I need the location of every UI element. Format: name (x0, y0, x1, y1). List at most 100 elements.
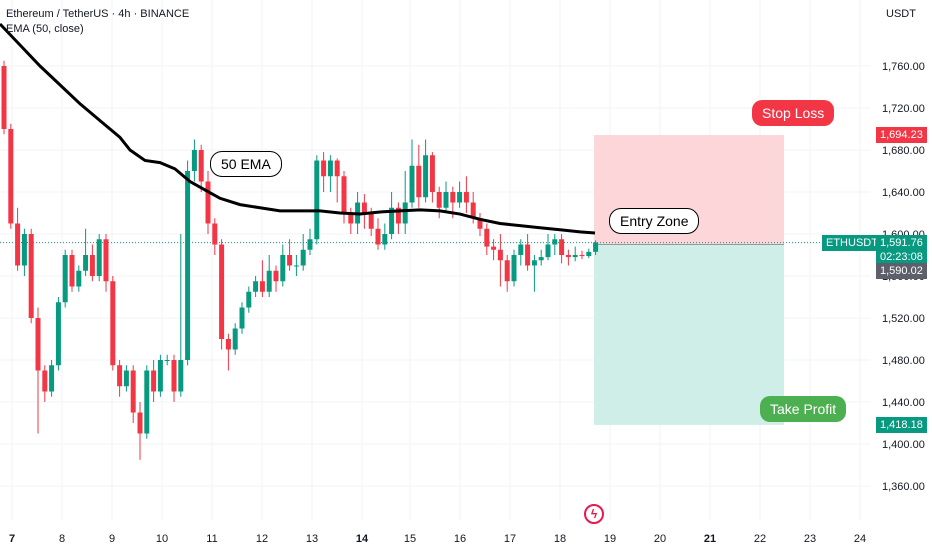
price-tick: 1,680.00 (882, 145, 925, 157)
candle (246, 286, 252, 313)
candle (348, 207, 354, 234)
candle-body (368, 213, 374, 229)
candle-body (463, 192, 469, 203)
candle-body (96, 239, 102, 276)
date-tick: 12 (256, 533, 268, 545)
candle (463, 176, 469, 213)
candle-body (219, 244, 225, 339)
candle-body (185, 171, 191, 360)
candle (225, 333, 231, 371)
candle (382, 223, 388, 250)
candle (484, 223, 490, 255)
currency-label: USDT (886, 8, 916, 20)
candle-body (205, 181, 211, 224)
candle-body (538, 257, 544, 261)
target-price-tag: 1,418.18 (876, 417, 927, 433)
candle (28, 228, 34, 324)
candle-body (327, 160, 333, 177)
candle-body (531, 260, 537, 266)
date-tick: 7 (9, 533, 15, 545)
candle (518, 239, 524, 266)
candle-body (334, 160, 340, 177)
candle (321, 152, 327, 192)
candle (15, 207, 21, 271)
candle-body (130, 370, 136, 413)
countdown-tag: 02:23:08 (876, 249, 927, 265)
candle-body (477, 218, 483, 229)
ema-line (0, 22, 596, 235)
candle (559, 234, 565, 264)
date-tick: 13 (306, 533, 318, 545)
candle-body (586, 251, 592, 257)
candle (21, 228, 27, 276)
candle-body (307, 239, 313, 250)
candle-body (35, 318, 41, 371)
candle-body (21, 234, 27, 266)
candle (477, 213, 483, 237)
candle-body (62, 255, 68, 303)
candle (185, 160, 191, 366)
candle (144, 365, 150, 439)
candle (266, 255, 272, 297)
candle (552, 234, 558, 255)
candle (389, 192, 395, 240)
candle-body (293, 265, 299, 267)
candle-body (402, 202, 408, 224)
candle-body (76, 270, 82, 287)
candle-body (137, 412, 143, 434)
candle-body (389, 207, 395, 234)
date-tick: 21 (704, 533, 716, 545)
candle (586, 248, 592, 259)
date-tick: 9 (109, 533, 115, 545)
candle (259, 260, 265, 297)
candle (375, 218, 381, 250)
candle-body (157, 360, 163, 392)
candle-body (266, 270, 272, 292)
candle (334, 158, 340, 203)
candle (395, 202, 401, 234)
lightning-icon[interactable]: ϟ (584, 504, 604, 524)
candle-body (348, 213, 354, 224)
candle-body (559, 239, 565, 255)
candle (497, 234, 503, 287)
candle-body (287, 255, 293, 266)
candle-body (361, 202, 367, 213)
last-price-tag: 1,591.76 (876, 235, 927, 251)
date-tick: 23 (804, 533, 816, 545)
candle (157, 354, 163, 397)
candle (327, 155, 333, 192)
candle-body (8, 129, 14, 224)
candle-body (443, 192, 449, 208)
date-tick: 10 (156, 533, 168, 545)
candle-body (416, 165, 422, 198)
candle (293, 255, 299, 276)
candle-body (69, 255, 75, 287)
candle-body (239, 307, 245, 329)
candle (565, 249, 571, 266)
price-tick: 1,400.00 (882, 439, 925, 451)
candle (457, 181, 463, 208)
date-tick: 24 (854, 533, 866, 545)
candle (416, 144, 422, 208)
candle-body (436, 192, 442, 208)
candle-body (552, 239, 558, 245)
candle-body (178, 360, 184, 392)
date-tick: 19 (604, 533, 616, 545)
candle (69, 249, 75, 292)
candle-body (457, 192, 463, 203)
candle (62, 249, 68, 308)
candle-body (423, 155, 429, 198)
candle-body (497, 249, 503, 261)
candle-body (89, 255, 95, 276)
candle-body (545, 244, 551, 258)
price-tick: 1,480.00 (882, 355, 925, 367)
candle-body (253, 281, 259, 292)
candle-body (511, 255, 517, 282)
candle-body (470, 202, 476, 219)
indicator-label[interactable]: EMA (50, close) (6, 23, 84, 35)
date-tick: 20 (654, 533, 666, 545)
candle-body (164, 360, 170, 361)
candle-body (55, 302, 61, 366)
candle-body (572, 255, 578, 258)
